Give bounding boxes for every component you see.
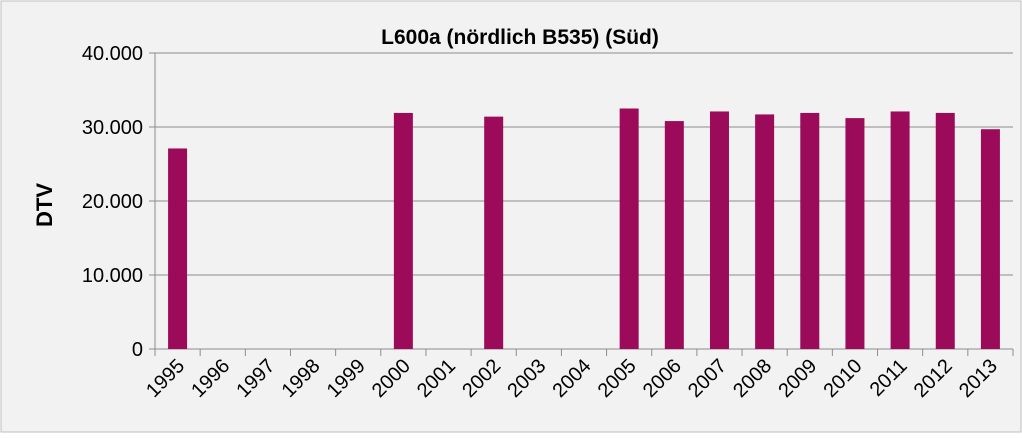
bar [168, 148, 188, 349]
y-axis-label: DTV [32, 183, 57, 227]
y-tick-label: 30.000 [82, 117, 143, 139]
bar [619, 108, 639, 349]
chart-title: L600a (nördlich B535) (Süd) [381, 26, 659, 49]
bar [845, 118, 865, 350]
y-tick-label: 10.000 [82, 265, 143, 287]
y-tick-label: 0 [132, 339, 143, 361]
y-tick-label: 20.000 [82, 191, 143, 213]
bar [890, 111, 910, 350]
bar [800, 112, 820, 349]
bar [755, 114, 775, 349]
bar [484, 116, 504, 349]
bar [980, 129, 1000, 349]
y-tick-label: 40.000 [82, 43, 143, 65]
bar [393, 112, 413, 349]
bar [935, 112, 955, 349]
bar [664, 121, 684, 349]
bar [709, 111, 729, 350]
